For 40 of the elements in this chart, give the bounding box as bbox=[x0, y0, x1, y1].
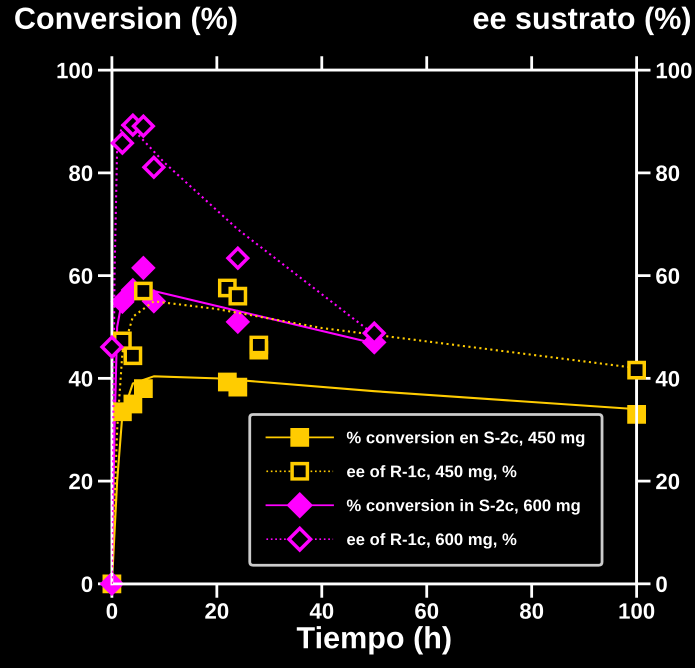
point bbox=[132, 114, 155, 138]
x-tick-label: 60 bbox=[415, 603, 438, 619]
legend-label: ee of R-1c, 600 mg, % bbox=[347, 532, 516, 549]
point bbox=[110, 132, 134, 155]
y2-tick-label: 100 bbox=[656, 62, 692, 78]
y-tick-label: 60 bbox=[69, 268, 92, 284]
point bbox=[627, 360, 646, 380]
point bbox=[134, 282, 153, 300]
point bbox=[228, 286, 248, 306]
y2-tick-label: 80 bbox=[656, 165, 680, 182]
y-tick-label: 0 bbox=[82, 576, 92, 592]
x-axis-title: Tiempo (h) bbox=[296, 626, 451, 655]
point bbox=[249, 336, 268, 354]
y-tick-label: 100 bbox=[57, 62, 92, 78]
point bbox=[226, 310, 250, 334]
point bbox=[134, 379, 153, 398]
legend-label: % conversion in S-2c, 600 mg bbox=[346, 499, 580, 515]
x-tick-label: 40 bbox=[310, 603, 334, 619]
y-tick-label: 80 bbox=[69, 165, 92, 182]
point bbox=[226, 246, 250, 270]
x-tick-label: 100 bbox=[619, 603, 654, 619]
y2-tick-label: 20 bbox=[656, 474, 680, 490]
point bbox=[124, 394, 142, 414]
y2-axis-title: ee sustrato (%) bbox=[474, 6, 690, 36]
y-tick-label: 20 bbox=[69, 474, 92, 490]
y-tick-label: 40 bbox=[68, 370, 92, 387]
point bbox=[228, 378, 248, 396]
legend-label: % conversion en S-2c, 450 mg bbox=[346, 431, 584, 447]
y-axis-title: Conversion (%) bbox=[15, 6, 236, 36]
x-tick-label: 80 bbox=[520, 603, 544, 619]
x-tick-label: 0 bbox=[106, 603, 118, 619]
x-tick-label: 20 bbox=[205, 603, 228, 619]
legend-label: ee of R-1c, 450 mg, % bbox=[347, 465, 516, 481]
y2-tick-label: 40 bbox=[656, 370, 680, 387]
y2-tick-label: 0 bbox=[656, 576, 667, 592]
point bbox=[100, 335, 124, 359]
point bbox=[132, 256, 155, 280]
y2-tick-label: 60 bbox=[656, 268, 680, 284]
point bbox=[124, 346, 142, 366]
point bbox=[142, 156, 166, 179]
